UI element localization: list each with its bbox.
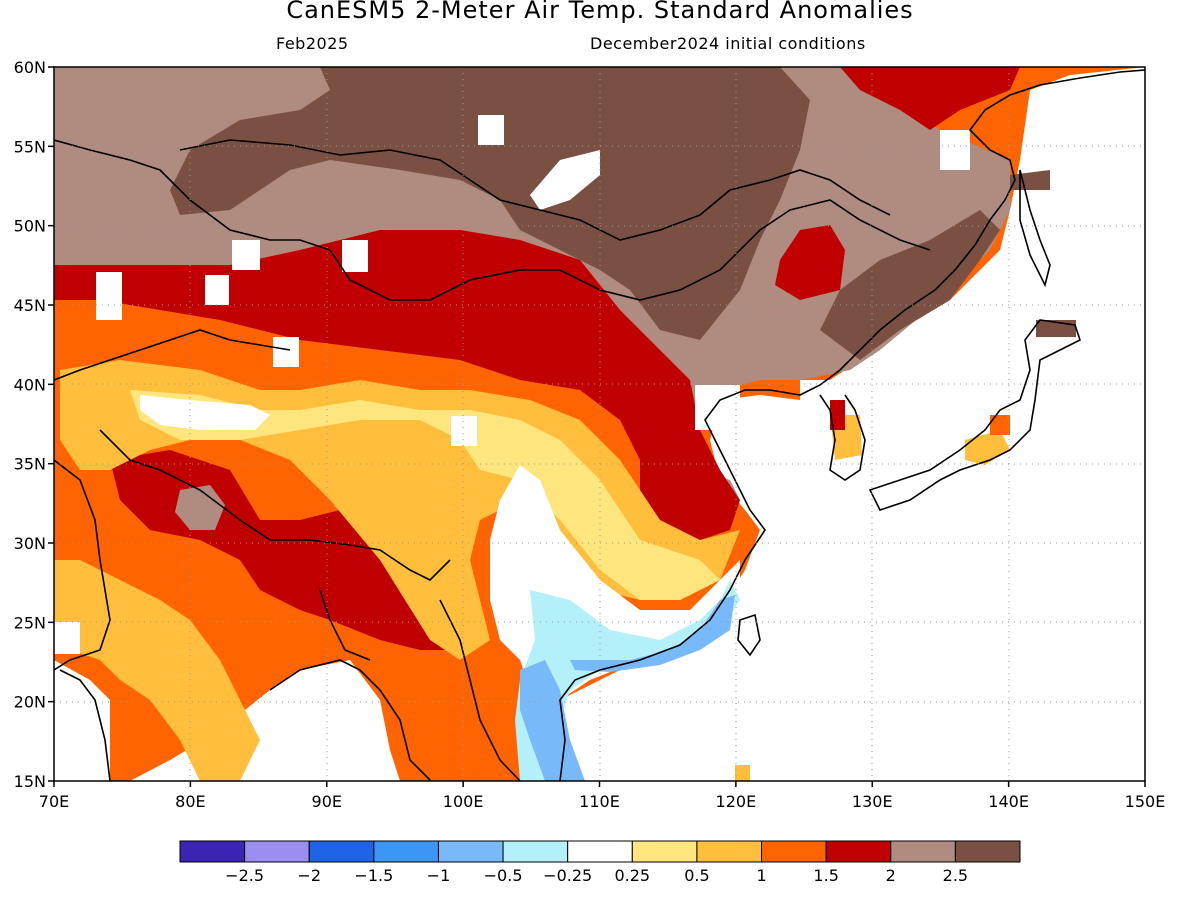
lat-label: 30N <box>14 534 46 553</box>
lat-label: 60N <box>14 58 46 77</box>
colorbar-label: −1.5 <box>354 866 393 885</box>
anomaly-field-dark-red <box>54 230 740 540</box>
forecast-month: Feb2025 <box>276 34 349 53</box>
colorbar-label: −0.5 <box>484 866 523 885</box>
lon-label: 110E <box>579 792 620 811</box>
latitude-labels: 60N 55N 50N 45N 40N 35N 30N 25N 20N 15N <box>14 58 46 791</box>
lat-label: 55N <box>14 137 46 156</box>
colorbar-swatch <box>308 840 375 863</box>
colorbar-label: 1 <box>756 866 766 885</box>
colorbar-swatch <box>244 840 310 863</box>
anomaly-field-dark-red-north <box>840 67 1020 130</box>
colorbar-swatch <box>373 840 439 863</box>
colorbar-label: 2 <box>886 866 896 885</box>
anomaly-field-korea-red <box>830 400 845 430</box>
colorbar-label: −2.5 <box>225 866 264 885</box>
anomaly-field-dark-red-manchuria <box>775 225 845 300</box>
colorbar-label: −2 <box>297 866 321 885</box>
colorbar-swatch <box>761 840 827 863</box>
lat-lon-grid <box>54 67 1145 781</box>
lat-label: 25N <box>14 613 46 632</box>
coastlines <box>54 69 1145 781</box>
longitude-labels: 70E 80E 90E 100E 110E 120E 130E 140E 150E <box>39 792 1166 811</box>
lat-label: 45N <box>14 296 46 315</box>
lon-label: 130E <box>852 792 893 811</box>
colorbar-swatch <box>567 840 633 863</box>
lat-label: 50N <box>14 217 46 236</box>
anomaly-field-japan-orange <box>990 415 1010 435</box>
colorbar-swatch <box>502 840 569 863</box>
lon-label: 140E <box>988 792 1029 811</box>
anomaly-field-taiwan <box>735 765 750 781</box>
colorbar-label: 0.5 <box>684 866 709 885</box>
anomaly-field-amber-india <box>54 560 260 781</box>
colorbar-label: 1.5 <box>813 866 838 885</box>
lat-label: 35N <box>14 455 46 474</box>
anomaly-fields <box>54 67 1145 781</box>
colorbar-swatch <box>696 840 763 863</box>
anomaly-field-light-blue-coast <box>570 595 735 672</box>
axis-ticks <box>48 66 1146 787</box>
indian-ocean-area <box>54 660 110 781</box>
anomaly-field-light-brown-tibet <box>175 485 225 530</box>
anomaly-field-light-blue <box>520 660 585 781</box>
lon-label: 100E <box>443 792 484 811</box>
colorbar-label: 2.5 <box>943 866 968 885</box>
colorbar-swatch <box>631 840 698 863</box>
lon-label: 90E <box>312 792 342 811</box>
colorbar-swatch <box>825 840 892 863</box>
colorbar-label: −0.25 <box>543 866 592 885</box>
lat-label: 15N <box>14 772 46 791</box>
colorbar: −2.5 −2 −1.5 −1 −0.5 −0.25 0.25 0.5 1 1.5 2 2.5 <box>179 840 1021 885</box>
lat-label: 40N <box>14 375 46 394</box>
colorbar-label: 0.25 <box>614 866 650 885</box>
colorbar-swatch <box>954 840 1021 863</box>
initial-conditions-label: December2024 initial conditions <box>590 34 866 53</box>
map-title: CanESM5 2-Meter Air Temp. Standard Anoma… <box>286 0 914 24</box>
anomaly-field-dark-brown-ne <box>820 210 1000 360</box>
lon-label: 80E <box>175 792 205 811</box>
lat-label: 20N <box>14 693 46 712</box>
colorbar-swatch <box>890 840 956 863</box>
missing-data-cells <box>54 115 970 654</box>
lon-label: 70E <box>39 792 69 811</box>
colorbar-swatch <box>179 840 246 863</box>
lon-label: 120E <box>716 792 757 811</box>
anomaly-field-dark-brown <box>170 67 810 340</box>
colorbar-swatch <box>437 840 504 863</box>
anomaly-field-white-core <box>140 395 270 430</box>
lon-label: 150E <box>1125 792 1166 811</box>
colorbar-label: −1 <box>427 866 451 885</box>
anomaly-field-cyan <box>515 580 740 781</box>
